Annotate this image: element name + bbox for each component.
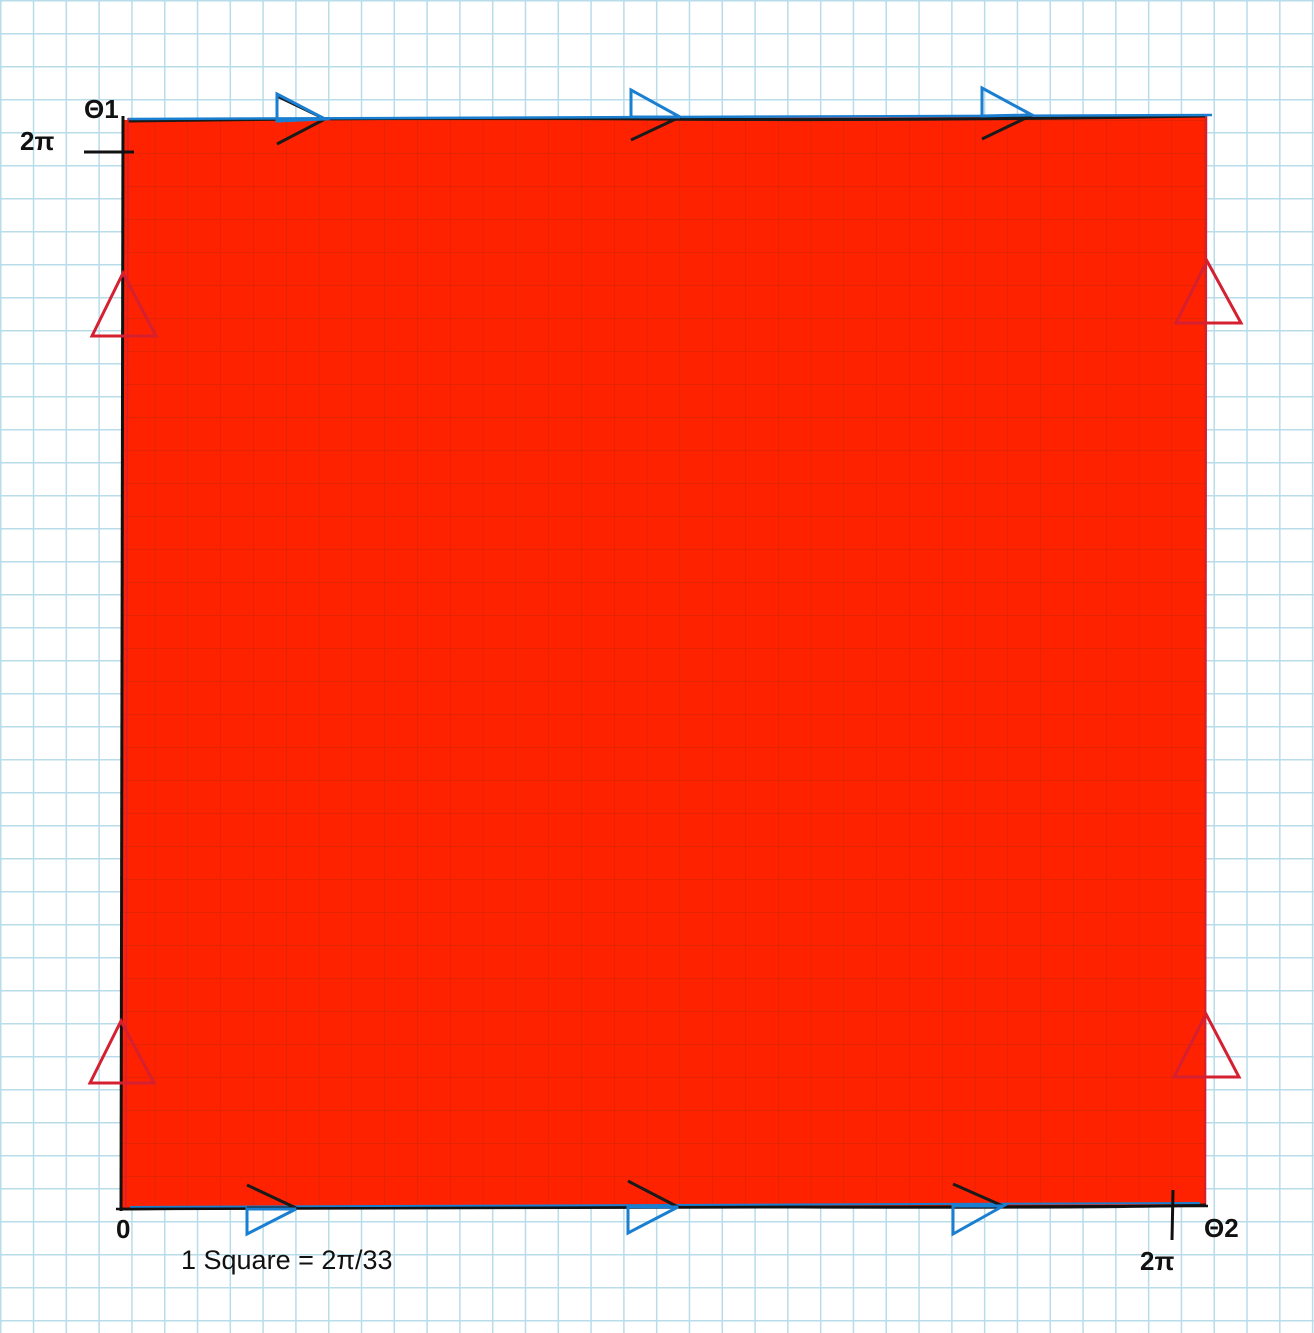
right-edge-arrow-upper (1173, 257, 1244, 325)
horizontal-2pi-label: 2π (1140, 1246, 1174, 1276)
horizontal-2pi-tick (1170, 1189, 1175, 1241)
left-edge-arrow-lower (87, 1017, 157, 1085)
vertical-2pi-label: 2π (20, 126, 54, 156)
vertical-axis (119, 115, 125, 1212)
right-edge (1203, 115, 1208, 1208)
top-edge-arrow-3 (980, 85, 1038, 141)
origin-label: 0 (116, 1214, 130, 1244)
bottom-edge-arrow-1 (245, 1183, 297, 1237)
left-edge-arrow-upper (89, 269, 159, 338)
axis-label-theta1: Θ1 (84, 94, 119, 124)
scale-note: 1 Square = 2π/33 (181, 1245, 393, 1275)
right-edge-arrow-lower (1171, 1010, 1242, 1079)
bottom-edge-arrow-3 (951, 1182, 1009, 1237)
axis-label-theta2: Θ2 (1204, 1213, 1239, 1243)
top-edge-arrow-1 (275, 91, 331, 146)
vertical-axis-red (125, 117, 129, 1209)
bottom-edge-blue (129, 1202, 1201, 1208)
region-grid (122, 116, 1207, 1209)
bottom-edge-arrow-2 (626, 1179, 679, 1236)
top-edge-arrow-2 (629, 87, 681, 142)
